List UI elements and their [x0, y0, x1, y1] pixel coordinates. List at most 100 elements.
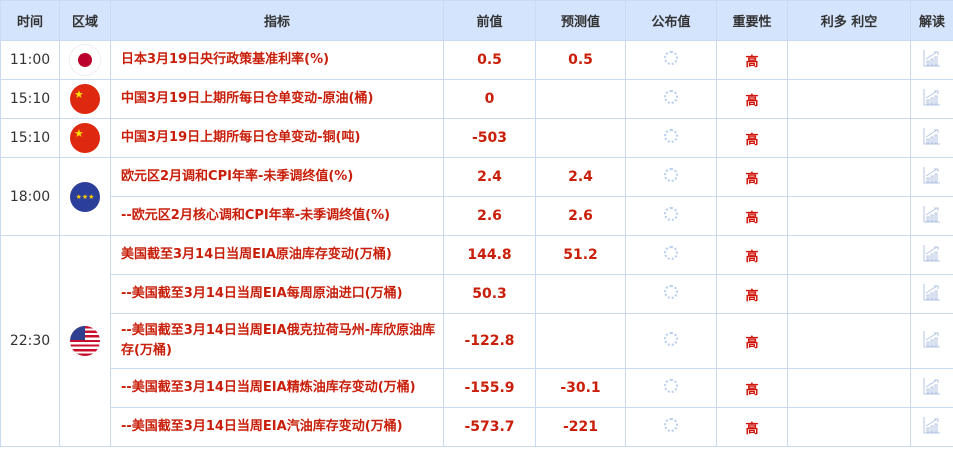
actual-value-cell	[625, 368, 717, 408]
chart-analysis-icon[interactable]	[923, 205, 941, 223]
actual-value-cell	[625, 407, 717, 447]
bull-bear-cell	[787, 157, 911, 197]
actual-value-cell	[625, 196, 717, 236]
actual-value-cell	[625, 313, 717, 369]
previous-value: 2.4	[443, 157, 536, 197]
japan-flag-icon	[69, 44, 101, 76]
indicator-link[interactable]: --欧元区2月核心调和CPI年率-未季调终值(%)	[110, 196, 444, 236]
column-header: 公布值	[625, 0, 717, 41]
forecast-value: 2.4	[535, 157, 626, 197]
china-flag-icon: ★	[70, 84, 100, 114]
forecast-value: 2.6	[535, 196, 626, 236]
actual-value-cell	[625, 157, 717, 197]
chart-analysis-icon[interactable]	[923, 88, 941, 106]
chart-analysis-icon[interactable]	[923, 166, 941, 184]
forecast-value	[535, 313, 626, 369]
time-cell: 11:00	[0, 40, 60, 80]
column-header: 利多 利空	[787, 0, 911, 41]
chart-analysis-icon[interactable]	[923, 416, 941, 434]
forecast-value	[535, 274, 626, 314]
analysis-cell[interactable]	[910, 407, 953, 447]
bull-bear-cell	[787, 235, 911, 275]
bull-bear-cell	[787, 196, 911, 236]
indicator-link[interactable]: --美国截至3月14日当周EIA精炼油库存变动(万桶)	[110, 368, 444, 408]
previous-value: -122.8	[443, 313, 536, 369]
forecast-value: 51.2	[535, 235, 626, 275]
previous-value: -503	[443, 118, 536, 158]
time-cell: 15:10	[0, 79, 60, 119]
analysis-cell[interactable]	[910, 235, 953, 275]
region-cell: ★	[59, 118, 111, 158]
indicator-link[interactable]: 日本3月19日央行政策基准利率(%)	[110, 40, 444, 80]
analysis-cell[interactable]	[910, 118, 953, 158]
bull-bear-cell	[787, 274, 911, 314]
actual-value-cell	[625, 235, 717, 275]
actual-value-cell	[625, 79, 717, 119]
eu-flag-icon: ★★★	[70, 181, 100, 212]
chart-analysis-icon[interactable]	[923, 283, 941, 301]
indicator-link[interactable]: --美国截至3月14日当周EIA汽油库存变动(万桶)	[110, 407, 444, 447]
previous-value: 0	[443, 79, 536, 119]
loading-spinner-icon	[664, 51, 678, 65]
indicator-link[interactable]: --美国截至3月14日当周EIA俄克拉荷马州-库欣原油库存(万桶)	[110, 313, 444, 369]
time-cell: 18:00	[0, 157, 60, 236]
loading-spinner-icon	[664, 129, 678, 143]
table-row: 15:10 ★ 中国3月19日上期所每日仓单变动-铜(吨) -503 高	[0, 118, 953, 158]
indicator-link[interactable]: 美国截至3月14日当周EIA原油库存变动(万桶)	[110, 235, 444, 275]
previous-value: -155.9	[443, 368, 536, 408]
loading-spinner-icon	[664, 246, 678, 260]
indicator-link[interactable]: 中国3月19日上期所每日仓单变动-铜(吨)	[110, 118, 444, 158]
indicator-link[interactable]: 欧元区2月调和CPI年率-未季调终值(%)	[110, 157, 444, 197]
table-row: --美国截至3月14日当周EIA精炼油库存变动(万桶) -155.9 -30.1 高	[1, 368, 953, 408]
bull-bear-cell	[787, 368, 911, 408]
chart-analysis-icon[interactable]	[923, 127, 941, 145]
importance: 高	[716, 40, 788, 80]
column-header: 指标	[110, 0, 444, 41]
region-cell	[59, 235, 111, 447]
importance: 高	[716, 274, 788, 314]
analysis-cell[interactable]	[910, 40, 953, 80]
importance: 高	[716, 368, 788, 408]
chart-analysis-icon[interactable]	[923, 244, 941, 262]
chart-analysis-icon[interactable]	[923, 330, 941, 348]
analysis-cell[interactable]	[910, 368, 953, 408]
actual-value-cell	[625, 118, 717, 158]
table-row: 18:00 ★★★ 欧元区2月调和CPI年率-未季调终值(%) 2.4 2.4 高	[0, 157, 953, 236]
column-header: 预测值	[535, 0, 626, 41]
column-header: 重要性	[716, 0, 788, 41]
forecast-value	[535, 79, 626, 119]
chart-analysis-icon[interactable]	[923, 377, 941, 395]
importance: 高	[716, 313, 788, 369]
importance: 高	[716, 79, 788, 119]
loading-spinner-icon	[664, 379, 678, 393]
analysis-cell[interactable]	[910, 313, 953, 369]
previous-value: 50.3	[443, 274, 536, 314]
importance: 高	[716, 407, 788, 447]
bull-bear-cell	[787, 79, 911, 119]
forecast-value: -221	[535, 407, 626, 447]
table-row: --美国截至3月14日当周EIA俄克拉荷马州-库欣原油库存(万桶) -122.8 高	[1, 313, 953, 369]
analysis-cell[interactable]	[910, 196, 953, 236]
analysis-cell[interactable]	[910, 79, 953, 119]
loading-spinner-icon	[664, 90, 678, 104]
loading-spinner-icon	[664, 285, 678, 299]
column-header: 解读	[910, 0, 953, 41]
indicator-link[interactable]: --美国截至3月14日当周EIA每周原油进口(万桶)	[110, 274, 444, 314]
analysis-cell[interactable]	[910, 157, 953, 197]
analysis-cell[interactable]	[910, 274, 953, 314]
actual-value-cell	[625, 274, 717, 314]
region-cell	[59, 40, 111, 80]
bull-bear-cell	[787, 40, 911, 80]
indicator-link[interactable]: 中国3月19日上期所每日仓单变动-原油(桶)	[110, 79, 444, 119]
loading-spinner-icon	[664, 418, 678, 432]
bull-bear-cell	[787, 313, 911, 369]
importance: 高	[716, 118, 788, 158]
previous-value: -573.7	[443, 407, 536, 447]
chart-analysis-icon[interactable]	[923, 49, 941, 67]
table-row: 15:10 ★ 中国3月19日上期所每日仓单变动-原油(桶) 0 高	[0, 79, 953, 119]
region-cell: ★	[59, 79, 111, 119]
table-row: --美国截至3月14日当周EIA每周原油进口(万桶) 50.3 高	[1, 274, 953, 314]
loading-spinner-icon	[664, 207, 678, 221]
actual-value-cell	[625, 40, 717, 80]
